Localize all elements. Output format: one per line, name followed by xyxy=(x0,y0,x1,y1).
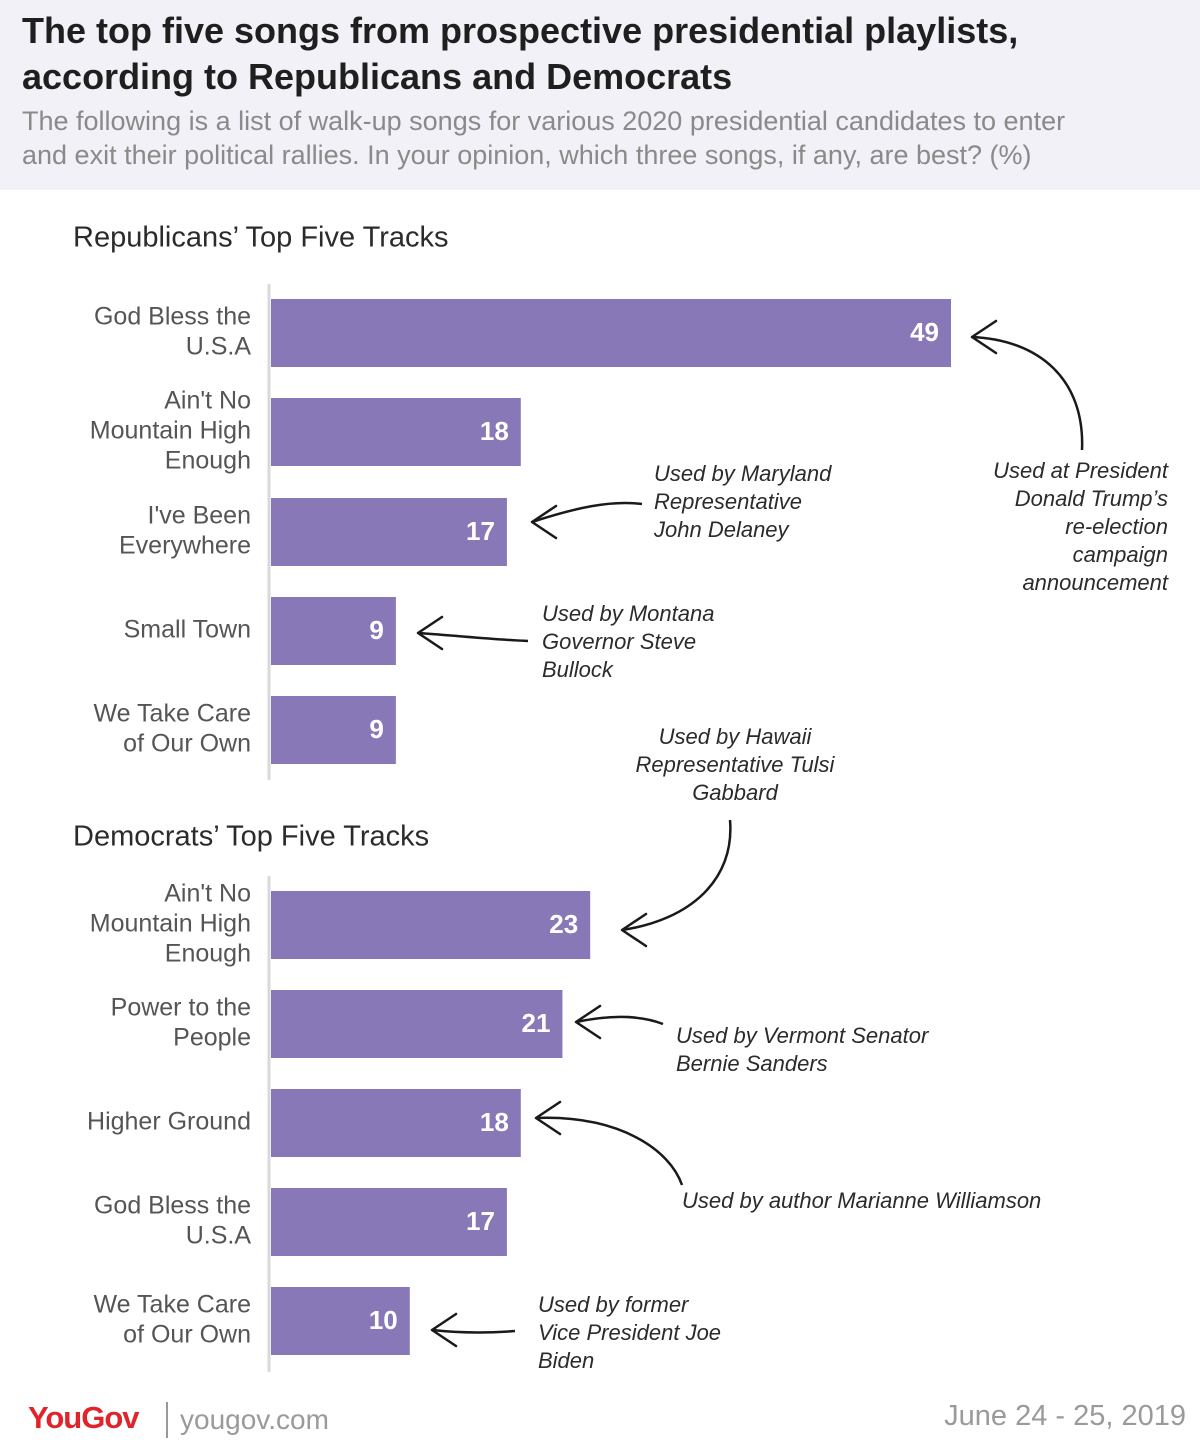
annotation-arrow xyxy=(621,819,732,932)
footer-date: June 24 - 25, 2019 xyxy=(944,1400,1186,1432)
bar xyxy=(271,891,591,959)
annotation: Used at President Donald Trump’s re-electi… xyxy=(993,458,1169,595)
panel-title: Republicans’ Top Five Tracks xyxy=(73,222,449,254)
annotation: Used by author Marianne Williamson xyxy=(682,1188,1041,1213)
category-label: Power to the People xyxy=(111,994,251,1052)
data-label: 17 xyxy=(466,1206,495,1236)
arrow-head xyxy=(530,504,558,540)
category-label: Higher Ground xyxy=(87,1108,251,1136)
category-label: Ain't No Mountain High Enough xyxy=(90,387,251,475)
panel-title: Democrats’ Top Five Tracks xyxy=(73,821,429,853)
footer-divider xyxy=(166,1402,168,1438)
arrow-head xyxy=(430,1312,458,1348)
category-label: We Take Care of Our Own xyxy=(94,1291,251,1349)
annotation: Used by Vermont Senator Bernie Sanders xyxy=(676,1023,930,1076)
data-label: 9 xyxy=(369,615,383,645)
data-label: 17 xyxy=(466,516,495,546)
arrow-head xyxy=(970,319,998,355)
bar xyxy=(271,597,396,665)
bar xyxy=(271,1188,507,1256)
chart-subtitle: The following is a list of walk-up songs… xyxy=(22,106,1066,170)
annotation: Used by Montana Governor Steve Bullock xyxy=(542,601,714,682)
annotation: Used by former Vice President Joe Biden xyxy=(538,1292,721,1373)
annotation-arrow xyxy=(535,1116,684,1186)
annotation-arrow xyxy=(971,335,1084,451)
bar xyxy=(271,299,951,367)
category-label: God Bless the U.S.A xyxy=(94,1192,251,1250)
annotation-arrow xyxy=(417,631,529,643)
annotation: Used by Maryland Representative John Delan… xyxy=(653,461,832,542)
bar-charts: Republicans’ Top Five Tracks 49 God Bless … xyxy=(73,222,1169,1373)
footer-site: yougov.com xyxy=(180,1404,329,1435)
category-label: Small Town xyxy=(124,616,251,644)
yougov-logo: YouGov xyxy=(28,1400,140,1435)
data-label: 49 xyxy=(910,317,939,347)
data-label: 9 xyxy=(369,714,383,744)
bar xyxy=(271,398,521,466)
bar xyxy=(271,498,507,566)
data-label: 18 xyxy=(480,1107,509,1137)
category-label: We Take Care of Our Own xyxy=(94,700,251,758)
data-label: 21 xyxy=(522,1008,551,1038)
chart-title: The top five songs from prospective pres… xyxy=(22,10,1019,97)
bar xyxy=(271,1287,410,1355)
data-label: 10 xyxy=(369,1305,398,1335)
category-label: I've Been Everywhere xyxy=(119,502,251,560)
annotation: Used by Hawaii Representative Tulsi Gabbar… xyxy=(636,724,836,805)
bar xyxy=(271,696,396,764)
header-band: The top five songs from prospective pres… xyxy=(0,0,1200,190)
arrow-head xyxy=(534,1100,562,1136)
data-label: 23 xyxy=(549,909,578,939)
data-label: 18 xyxy=(480,416,509,446)
category-label: God Bless the U.S.A xyxy=(94,303,251,361)
arrow-head xyxy=(416,615,444,651)
category-label: Ain't No Mountain High Enough xyxy=(90,880,251,968)
annotation-arrow xyxy=(431,1328,516,1334)
annotation-arrow xyxy=(531,501,643,524)
arrow-head xyxy=(574,1004,602,1040)
bar xyxy=(271,1089,521,1157)
bar xyxy=(271,990,563,1058)
annotation-arrow xyxy=(575,1015,664,1026)
arrow-head xyxy=(620,912,648,948)
